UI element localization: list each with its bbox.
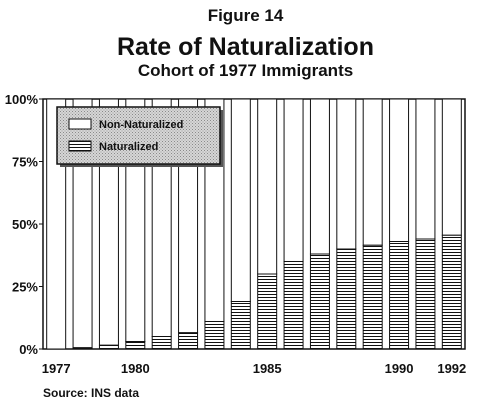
chart-subtitle: Cohort of 1977 Immigrants: [137, 61, 354, 80]
x-axis: 1977 1980 1985 1990 1992: [42, 361, 467, 376]
y-tick-label: 25%: [12, 280, 38, 295]
y-tick-label: 50%: [12, 217, 38, 232]
x-tick-label: 1980: [121, 361, 150, 376]
bar-naturalized-1983: [204, 321, 225, 350]
bar-non-naturalized-1984: [230, 98, 251, 302]
x-tick-label: 1985: [253, 361, 282, 376]
bar-naturalized-1985: [257, 273, 278, 350]
legend-swatch-naturalized: [68, 140, 92, 152]
x-tick-label: 1992: [437, 361, 466, 376]
legend-swatch-non-naturalized: [68, 118, 92, 130]
bar-naturalized-1984: [230, 301, 251, 350]
x-tick-label: 1977: [42, 361, 71, 376]
y-tick-label: 0%: [19, 342, 38, 357]
bar-naturalized-1980: [125, 341, 146, 350]
bar-naturalized-1979: [98, 344, 119, 350]
bar-non-naturalized-1991: [415, 98, 436, 240]
bar-non-naturalized-1989: [362, 98, 383, 246]
bar-non-naturalized-1987: [309, 98, 330, 255]
bar-naturalized-1990: [389, 241, 410, 350]
y-tick-label: 75%: [12, 155, 38, 170]
figure-label: Figure 14: [207, 6, 284, 25]
legend-label-naturalized: Naturalized: [99, 141, 158, 153]
x-tick-label: 1990: [385, 361, 414, 376]
bar-naturalized-1982: [178, 332, 199, 350]
bar-naturalized-1991: [415, 238, 436, 350]
source-note: Source: INS data: [43, 386, 140, 400]
legend: Non-Naturalized Naturalized: [56, 106, 223, 167]
bar-naturalized-1986: [283, 261, 304, 350]
bar-naturalized-1989: [362, 244, 383, 350]
y-axis: 0% 25% 50% 75% 100%: [5, 92, 43, 357]
bar-non-naturalized-1990: [389, 98, 410, 242]
legend-box: [56, 106, 221, 165]
bar-naturalized-1981: [151, 336, 172, 350]
legend-label-non-naturalized: Non-Naturalized: [99, 119, 183, 131]
chart-title: Rate of Naturalization: [117, 33, 374, 61]
bar-non-naturalized-1992: [441, 98, 462, 236]
y-tick-label: 100%: [5, 92, 39, 107]
bar-naturalized-1978: [72, 347, 93, 350]
bar-naturalized-1988: [336, 248, 357, 350]
bar-non-naturalized-1986: [283, 98, 304, 262]
bar-non-naturalized-1985: [257, 98, 278, 275]
bar-naturalized-1987: [309, 253, 330, 350]
bar-non-naturalized-1988: [336, 98, 357, 250]
bar-naturalized-1992: [441, 234, 462, 350]
